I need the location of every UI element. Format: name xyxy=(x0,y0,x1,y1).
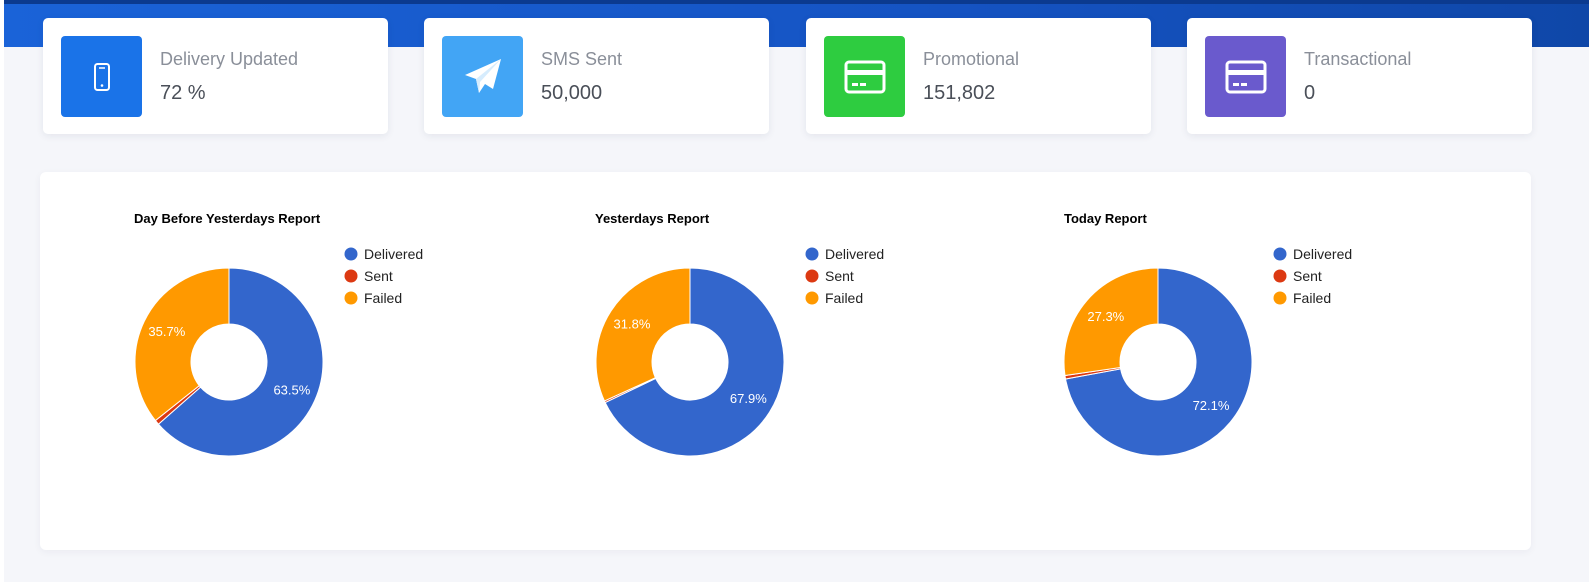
card-value: 151,802 xyxy=(923,82,996,104)
donut-chart-1: Day Before Yesterdays Report 63.5% 35.7% De… xyxy=(134,211,423,457)
donut-charts: Day Before Yesterdays Report 63.5% 35.7% De… xyxy=(134,211,1352,457)
legend-dot-delivered xyxy=(344,247,358,261)
card-title: Delivery Updated xyxy=(160,49,299,69)
legend-label-delivered: Delivered xyxy=(364,246,423,262)
delivery-updated-card[interactable]: Delivery Updated 72 % xyxy=(43,18,388,134)
chart-title: Yesterdays Report xyxy=(595,211,710,226)
slice-failed xyxy=(1063,267,1159,377)
sms-sent-card[interactable]: SMS Sent 50,000 xyxy=(424,18,769,134)
slice-delivered xyxy=(604,267,785,457)
donut-chart-3: Today Report 72.1% 27.3% Delivered Sent Faile… xyxy=(1063,211,1352,457)
slice-label: 63.5% xyxy=(273,382,310,397)
chart-title: Day Before Yesterdays Report xyxy=(134,211,321,226)
legend-label-delivered: Delivered xyxy=(825,246,884,262)
legend-dot-sent xyxy=(344,269,358,283)
slice-delivered xyxy=(1064,267,1253,457)
legend-label-sent: Sent xyxy=(825,268,854,284)
legend-dot-delivered xyxy=(1273,247,1287,261)
donut-chart-2: Yesterdays Report 67.9% 31.8% Delivered Sent… xyxy=(595,211,884,457)
page-left-edge xyxy=(0,0,4,582)
legend-dot-failed xyxy=(805,291,819,305)
slice-failed xyxy=(134,267,230,422)
card-title: Promotional xyxy=(923,49,1020,69)
promotional-card[interactable]: Promotional 151,802 xyxy=(806,18,1151,134)
card-value: 0 xyxy=(1304,82,1316,104)
slice-label: 27.3% xyxy=(1087,309,1124,324)
slice-failed xyxy=(595,267,691,402)
slice-delivered xyxy=(157,267,324,457)
legend-label-failed: Failed xyxy=(825,290,863,306)
mobile-phone-icon xyxy=(61,36,142,117)
legend-label-failed: Failed xyxy=(1293,290,1331,306)
legend-label-delivered: Delivered xyxy=(1293,246,1352,262)
card-value: 72 % xyxy=(160,82,206,104)
card-title: Transactional xyxy=(1304,49,1412,69)
slice-label: 72.1% xyxy=(1193,398,1230,413)
legend-dot-failed xyxy=(1273,291,1287,305)
card-title: SMS Sent xyxy=(541,49,623,69)
transactional-card[interactable]: Transactional 0 xyxy=(1187,18,1532,134)
legend-label-sent: Sent xyxy=(364,268,393,284)
legend-dot-sent xyxy=(1273,269,1287,283)
chart-title: Today Report xyxy=(1064,211,1147,226)
reports-panel: Day Before Yesterdays Report 63.5% 35.7% De… xyxy=(40,172,1531,550)
credit-card-icon xyxy=(824,36,905,117)
paper-plane-icon xyxy=(442,36,523,117)
slice-label: 35.7% xyxy=(148,324,185,339)
legend-label-sent: Sent xyxy=(1293,268,1322,284)
legend-dot-delivered xyxy=(805,247,819,261)
card-value: 50,000 xyxy=(541,82,603,104)
slice-label: 67.9% xyxy=(730,391,767,406)
slice-label: 31.8% xyxy=(614,317,651,332)
legend-dot-failed xyxy=(344,291,358,305)
legend-dot-sent xyxy=(805,269,819,283)
legend-label-failed: Failed xyxy=(364,290,402,306)
credit-card-icon xyxy=(1205,36,1286,117)
